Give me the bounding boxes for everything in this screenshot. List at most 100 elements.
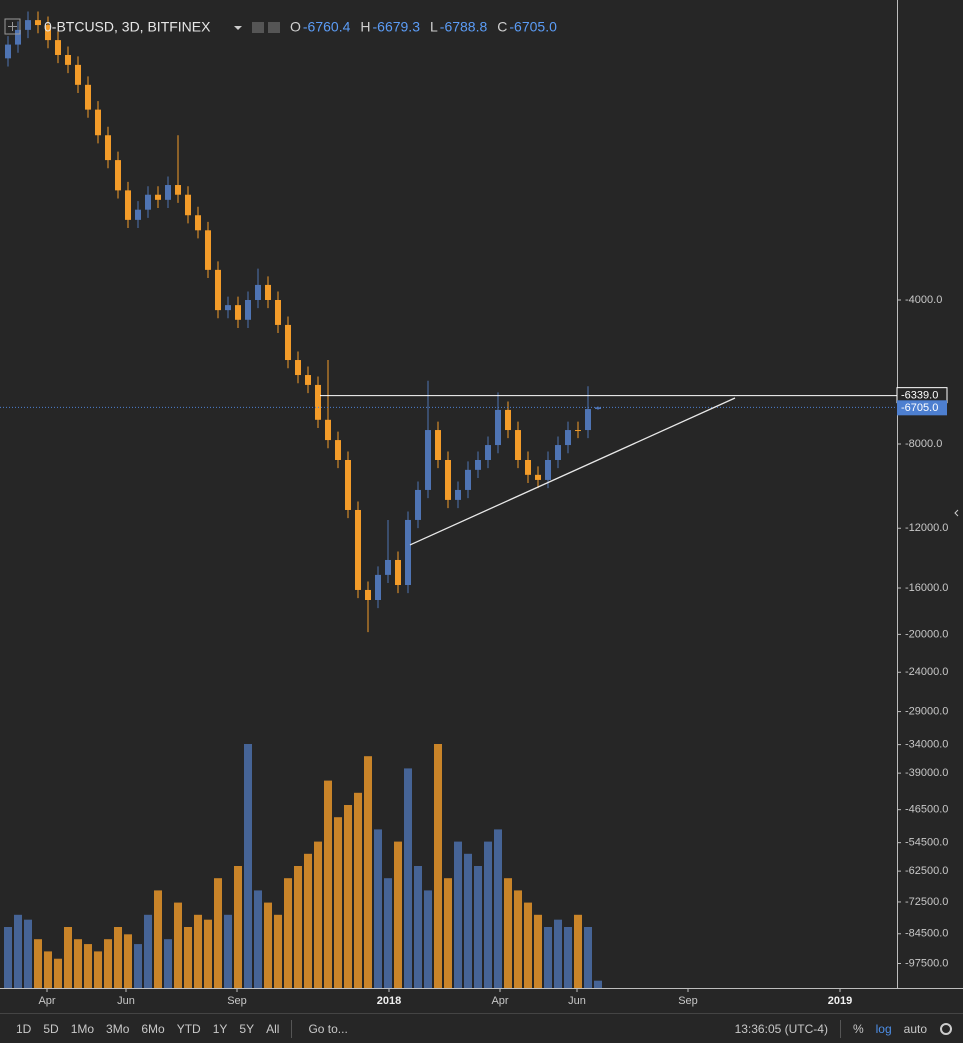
last-price-box — [897, 400, 947, 416]
volume-bar — [494, 829, 502, 988]
candle-body — [115, 160, 121, 191]
dropdown-caret[interactable] — [234, 26, 242, 30]
separator — [291, 1019, 293, 1038]
x-tick-label: 2019 — [828, 995, 852, 1007]
candle-body — [545, 459, 551, 480]
candle-body — [355, 509, 361, 590]
ohlc-legend: O -6760.4 H -6679.3 L -6788.8 C -6705.0 — [290, 19, 557, 35]
ohlc-value: -6679.3 — [373, 19, 421, 35]
candle-body — [425, 430, 431, 490]
y-tick-label: -34000.0 — [905, 739, 948, 751]
volume-bar — [174, 902, 182, 988]
volume-bar — [554, 919, 562, 988]
volume-bar — [254, 890, 262, 988]
candle-body — [35, 20, 41, 26]
volume-bar — [124, 934, 132, 988]
candle-body — [265, 284, 271, 300]
volume-bar — [184, 927, 192, 988]
candle-body — [185, 194, 191, 216]
volume-bar — [354, 792, 362, 988]
clock[interactable]: 13:36:05 (UTC-4) — [734, 1021, 828, 1036]
candle-body — [225, 305, 231, 311]
auto-toggle[interactable]: auto — [903, 1021, 927, 1036]
candle-body — [295, 360, 301, 376]
volume-bar — [314, 841, 322, 988]
candle-body — [275, 299, 281, 325]
range-button[interactable]: 1Y — [212, 1021, 228, 1036]
range-button[interactable]: 5D — [43, 1021, 59, 1036]
x-tick-label: Apr — [491, 995, 508, 1007]
volume-bar — [404, 768, 412, 988]
volume-bar — [514, 890, 522, 988]
range-button[interactable]: All — [266, 1021, 280, 1036]
eye-icon[interactable] — [252, 22, 264, 33]
volume-bar — [264, 902, 272, 988]
y-tick-label: -4000.0 — [905, 294, 942, 306]
range-button[interactable]: 3Mo — [106, 1021, 130, 1036]
settings-icon[interactable] — [268, 22, 280, 33]
volume-bar — [374, 829, 382, 988]
volume-bar — [104, 939, 112, 988]
plot — [0, 11, 897, 988]
range-button[interactable]: 6Mo — [141, 1021, 165, 1036]
candle-body — [565, 430, 571, 446]
candle-body — [325, 419, 331, 441]
ohlc-value: -6705.0 — [509, 19, 557, 35]
range-button[interactable]: 1Mo — [70, 1021, 95, 1036]
candle-body — [515, 430, 521, 460]
volume-bar — [94, 951, 102, 988]
volume-bar — [294, 866, 302, 988]
volume-bar — [444, 878, 452, 988]
scroll-arrow[interactable] — [954, 509, 959, 517]
separator — [839, 1019, 841, 1038]
range-button[interactable]: 1D — [16, 1021, 32, 1036]
volume-bar — [424, 890, 432, 988]
y-tick-label: -97500.0 — [905, 957, 948, 969]
y-tick-label: -29000.0 — [905, 705, 948, 717]
volume-bar — [44, 951, 52, 988]
expand-icon[interactable] — [4, 18, 21, 35]
settings-gear[interactable] — [933, 1019, 963, 1039]
candle-body — [55, 40, 61, 55]
range-buttons: 1D 5D 1Mo 3Mo 6Mo YTD 1Y 5Y All — [10, 1022, 285, 1036]
volume-bar — [194, 914, 202, 988]
candle-body — [335, 440, 341, 460]
y-tick-label: -24000.0 — [905, 666, 948, 678]
volume-bar — [534, 914, 542, 988]
candle-body — [375, 574, 381, 601]
y-tick-label: -39000.0 — [905, 767, 948, 779]
volume-bar — [474, 866, 482, 988]
x-tick-label: 2018 — [377, 995, 401, 1007]
volume-bar — [154, 890, 162, 988]
volume-bar — [214, 878, 222, 988]
y-tick-label: -16000.0 — [905, 582, 948, 594]
volume-bar — [114, 927, 122, 988]
candle-body — [345, 459, 351, 510]
ohlc-key: H — [360, 19, 370, 35]
volume-bar — [164, 939, 172, 988]
range-button[interactable]: 5Y — [239, 1021, 255, 1036]
candle-body — [135, 209, 141, 220]
candle-body — [155, 194, 161, 200]
volume-bar — [74, 939, 82, 988]
expand-icon-cross — [8, 22, 17, 31]
percent-toggle[interactable]: % — [852, 1021, 864, 1036]
log-toggle[interactable]: log — [875, 1021, 892, 1036]
y-tick-label: -62500.0 — [905, 865, 948, 877]
candle-body — [45, 25, 51, 41]
go-to[interactable]: Go to... — [308, 1021, 348, 1036]
x-tick-label: Jun — [568, 995, 586, 1007]
volume-bar — [24, 919, 32, 988]
chart: 0-BTCUSD, 3D, BITFINEX O -6760.4 H -6679.3 L… — [0, 0, 963, 1007]
volume-bar — [564, 927, 572, 988]
trendline — [409, 397, 736, 546]
volume-bar — [134, 944, 142, 988]
volume-bar — [544, 927, 552, 988]
volume-bar — [524, 902, 532, 988]
volume-bar — [584, 927, 592, 988]
volume-bar — [384, 878, 392, 988]
volume-bar — [484, 841, 492, 988]
range-button[interactable]: YTD — [176, 1021, 201, 1036]
volume-bar — [234, 866, 242, 988]
